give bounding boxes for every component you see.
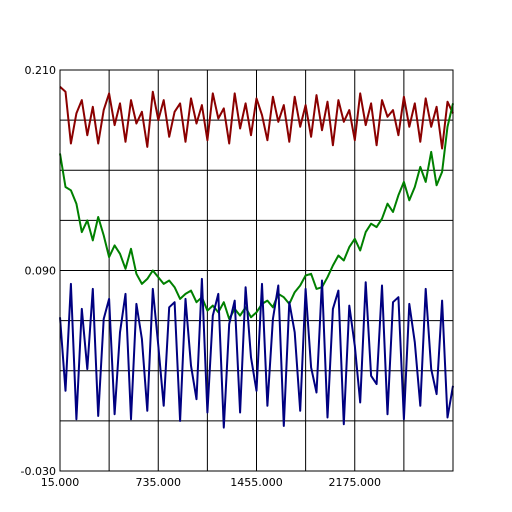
series-line-3	[59, 277, 454, 429]
y-tick-label: -0.030	[21, 465, 56, 478]
x-axis-tick-labels: 15.000 735.000 1455.000 2175.000	[41, 476, 381, 489]
plot-frame	[59, 69, 454, 472]
series-line-1	[59, 85, 454, 150]
y-tick-label: 0.090	[25, 265, 57, 278]
x-tick-label: 1455.000	[230, 476, 283, 489]
x-tick-label: 15.000	[41, 476, 80, 489]
x-tick-label: 735.000	[136, 476, 182, 489]
y-tick-label: 0.210	[25, 64, 57, 77]
series-lines	[59, 85, 454, 429]
series-line-2	[59, 103, 454, 320]
y-axis-tick-labels: -0.030 0.090 0.210	[21, 64, 56, 478]
horizontal-gridlines	[60, 119, 453, 422]
x-tick-label: 2175.000	[329, 476, 382, 489]
